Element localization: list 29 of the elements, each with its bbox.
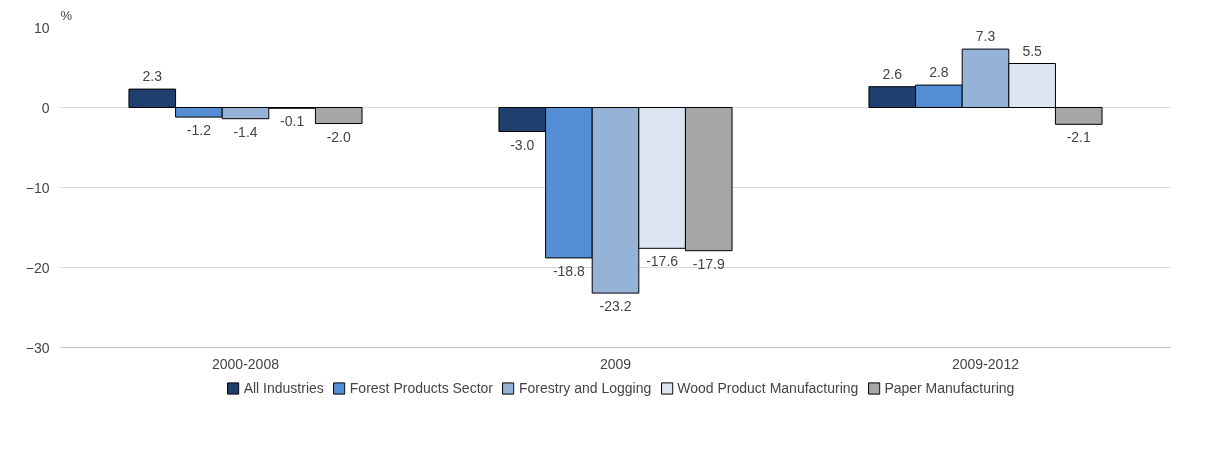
data-label: -1.2 bbox=[186, 122, 212, 139]
y-tick-label: −30 bbox=[25, 339, 50, 356]
x-tick-label: 2009-2012 bbox=[952, 355, 1020, 372]
legend-label: All Industries bbox=[243, 380, 324, 396]
legend-label: Forest Products Sector bbox=[349, 380, 493, 396]
data-label: -23.2 bbox=[599, 298, 632, 315]
data-label: 2.3 bbox=[142, 68, 163, 85]
y-tick-label: −10 bbox=[25, 179, 50, 196]
data-label: 5.5 bbox=[1022, 42, 1043, 59]
x-tick-label: 2009 bbox=[599, 355, 632, 372]
x-tick-label: 2000-2008 bbox=[212, 355, 280, 372]
data-label: -17.6 bbox=[646, 253, 679, 270]
data-label: -17.9 bbox=[692, 255, 725, 272]
y-tick-label: 0 bbox=[41, 99, 50, 116]
data-label: -0.1 bbox=[280, 113, 305, 130]
data-label: 2.8 bbox=[929, 64, 949, 81]
legend-label: Paper Manufacturing bbox=[884, 380, 1015, 396]
legend-label: Wood Product Manufacturing bbox=[677, 380, 859, 396]
y-tick-label: −20 bbox=[25, 259, 50, 276]
data-label: -3.0 bbox=[510, 136, 535, 153]
data-label: -2.1 bbox=[1066, 129, 1092, 146]
data-label: -18.8 bbox=[552, 262, 586, 279]
data-label: -2.0 bbox=[326, 128, 352, 145]
data-label: -1.4 bbox=[233, 123, 258, 140]
y-tick-label: 10 bbox=[33, 19, 50, 36]
legend-label: Forestry and Logging bbox=[518, 380, 652, 396]
y-axis-title: % bbox=[60, 7, 73, 23]
data-label: 2.6 bbox=[882, 65, 903, 82]
data-label: 7.3 bbox=[975, 28, 996, 45]
